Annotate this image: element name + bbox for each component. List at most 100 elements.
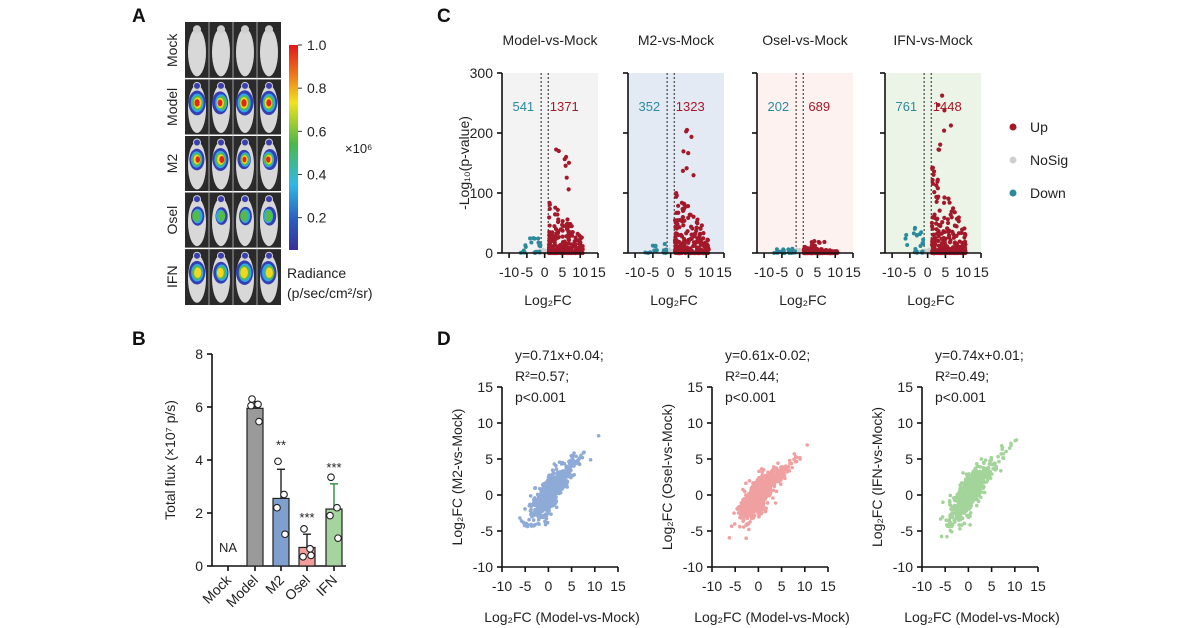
scatter-point (569, 475, 573, 480)
signal-nose (266, 196, 272, 203)
y-tick-label: 5 (905, 451, 913, 467)
point-up (695, 217, 700, 222)
scatter-point (771, 467, 776, 471)
scatter-point (994, 467, 999, 471)
point-up (577, 233, 582, 238)
point-up (686, 151, 691, 156)
scatter-point (746, 521, 751, 526)
scatter-point (547, 503, 551, 508)
point-up (940, 93, 945, 98)
scatter-point (752, 501, 756, 505)
point-up (682, 218, 687, 223)
point-up (695, 236, 700, 241)
colorbar-multiplier: ×10⁶ (345, 141, 372, 156)
point-up (956, 219, 961, 224)
y-tick-label: 0 (485, 487, 493, 503)
scatter-point (999, 468, 1003, 473)
point-up (936, 102, 941, 108)
point-up (691, 240, 697, 245)
scatter-point (1004, 449, 1008, 454)
significance-marker: *** (299, 510, 314, 525)
x-tick-label: 15 (610, 578, 626, 594)
point-up (930, 166, 935, 171)
scatter-point (545, 520, 550, 525)
legend-marker-nosig (1009, 156, 1017, 164)
signal-nose (242, 82, 248, 89)
data-point (247, 401, 255, 410)
point-up (936, 147, 942, 152)
na-label: NA (219, 540, 237, 555)
scatter-point (966, 497, 971, 502)
x-axis-label: Log₂FC (Model-vs-Mock) (694, 609, 850, 625)
point-up (935, 216, 940, 221)
signal-nose (266, 82, 272, 89)
point-down (774, 247, 779, 252)
scatter-point (757, 514, 761, 519)
scatter-point (555, 491, 560, 496)
scatter-point (571, 464, 576, 468)
y-tick-label: -10 (893, 559, 913, 575)
up-count: 1448 (933, 99, 962, 114)
point-up (674, 237, 679, 243)
point-up (942, 195, 947, 200)
y-tick-label: 5 (485, 451, 493, 467)
y-axis-label: Log₂FC (Osel-vs-Mock) (659, 404, 675, 550)
scatter-point (582, 450, 586, 455)
point-up (573, 235, 578, 240)
scatter-point (781, 472, 786, 477)
scatter-point (940, 515, 945, 519)
scatter-point (741, 525, 746, 529)
y-tick-label: 8 (195, 346, 203, 362)
scatter-point (958, 500, 962, 505)
y-tick-label: 100 (470, 185, 494, 201)
point-down (917, 232, 922, 237)
scatter-point (772, 484, 777, 489)
scatter-point (756, 500, 761, 505)
x-axis-label: Log₂FC (779, 292, 826, 308)
point-up (929, 220, 935, 226)
point-up (951, 231, 956, 237)
scatter-point (529, 507, 533, 512)
x-tick-label: 5 (942, 264, 950, 280)
y-tick-label: -5 (901, 523, 914, 539)
scatter-point (747, 527, 751, 532)
down-count: 202 (767, 99, 789, 114)
scatter-point (536, 517, 541, 522)
point-up (802, 247, 807, 252)
scatter-point (747, 479, 752, 483)
scatter-point (552, 462, 557, 466)
scatter-point (762, 496, 767, 500)
scatter-point (542, 491, 546, 496)
scatter-point (961, 507, 966, 511)
point-up (949, 209, 954, 214)
scatter-point (567, 462, 572, 466)
point-up (939, 241, 944, 246)
scatter-point (531, 518, 536, 522)
scatter-point (982, 461, 986, 466)
scatter-point (751, 512, 755, 516)
scatter-point (979, 483, 983, 488)
scatter-point (533, 486, 538, 490)
scatter-point (736, 511, 741, 515)
point-up (948, 123, 954, 128)
scatter-point (564, 468, 569, 472)
scatter-point (739, 513, 743, 518)
scatter-point (948, 493, 953, 498)
point-down (905, 243, 910, 248)
signal-heat (219, 156, 225, 163)
scatter-point (978, 471, 982, 476)
scatter-point (553, 486, 557, 490)
scatter-point (744, 481, 748, 486)
scatter-point (949, 529, 954, 534)
point-up (942, 215, 947, 220)
scatter-point (537, 522, 541, 527)
point-up (555, 212, 560, 217)
scatter-point (529, 524, 534, 528)
regression-equation: y=0.71x+0.04; (515, 347, 604, 363)
scatter-point (543, 500, 547, 504)
x-tick-label: Model (223, 572, 261, 610)
point-up (555, 231, 561, 236)
scatter-point (551, 482, 555, 487)
